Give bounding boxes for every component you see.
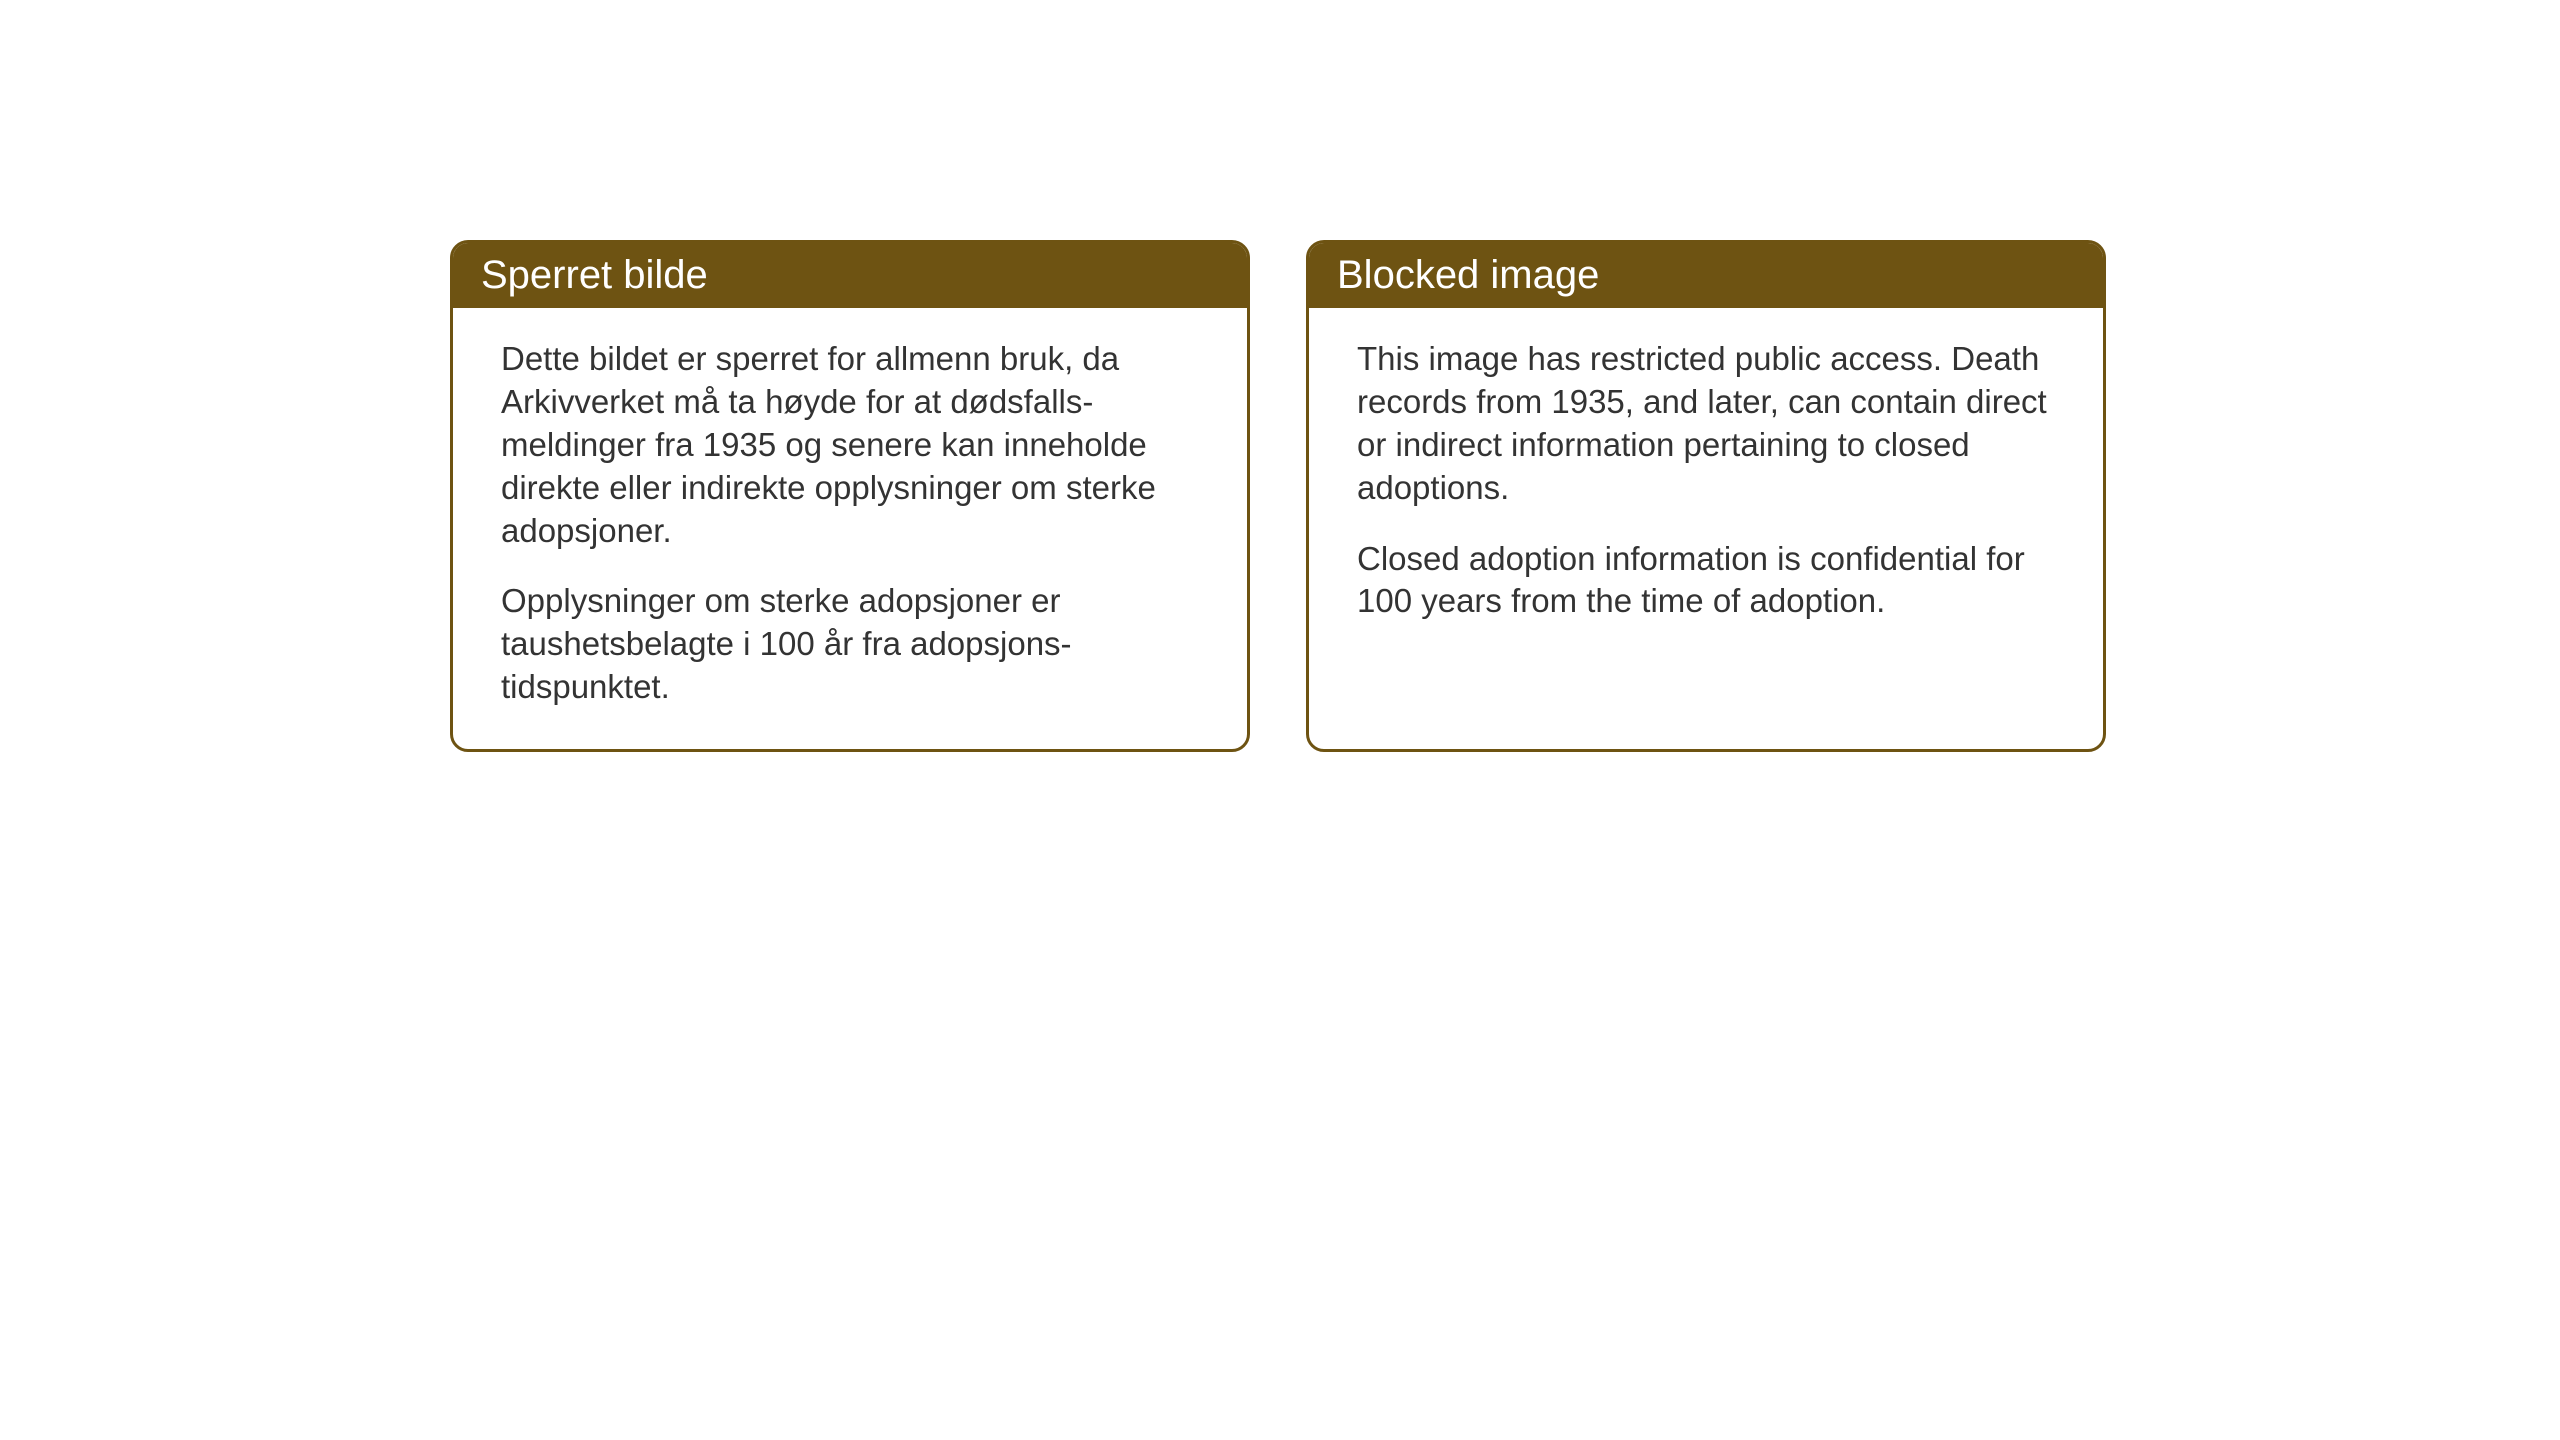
notice-paragraph: Opplysninger om sterke adopsjoner er tau… — [501, 580, 1199, 709]
notice-paragraph: This image has restricted public access.… — [1357, 338, 2055, 510]
notice-paragraph: Closed adoption information is confident… — [1357, 538, 2055, 624]
notice-container: Sperret bilde Dette bildet er sperret fo… — [450, 240, 2106, 752]
notice-body-norwegian: Dette bildet er sperret for allmenn bruk… — [453, 308, 1247, 749]
notice-header-english: Blocked image — [1309, 243, 2103, 308]
notice-body-english: This image has restricted public access.… — [1309, 308, 2103, 663]
notice-header-norwegian: Sperret bilde — [453, 243, 1247, 308]
notice-box-norwegian: Sperret bilde Dette bildet er sperret fo… — [450, 240, 1250, 752]
notice-paragraph: Dette bildet er sperret for allmenn bruk… — [501, 338, 1199, 552]
notice-box-english: Blocked image This image has restricted … — [1306, 240, 2106, 752]
